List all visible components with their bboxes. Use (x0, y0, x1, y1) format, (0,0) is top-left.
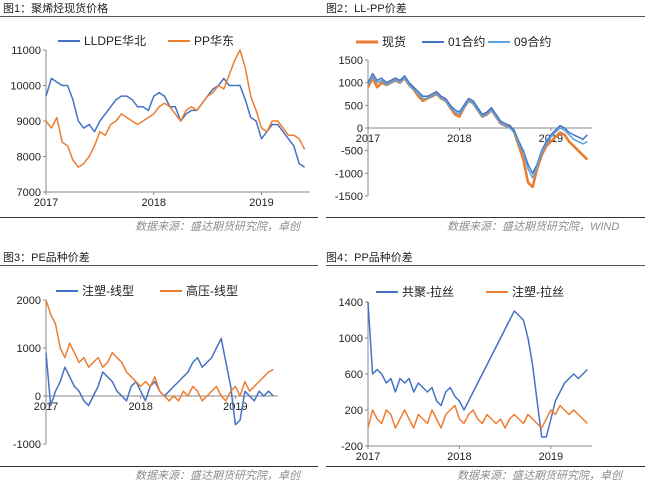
panel-2-legend-label-2: 09合约 (514, 34, 551, 49)
panel-2-xtick-label-0: 2017 (356, 133, 380, 145)
panel-4-xtick-label-1: 2018 (447, 451, 471, 463)
panel-3-legend-label-1: 高压-线型 (186, 283, 238, 298)
panel-3-bottom-border (0, 466, 318, 467)
panel-3-ytick-label-2: 1000 (17, 343, 41, 355)
panel-4-xtick-label-0: 2017 (356, 451, 380, 463)
panel-2-ytick-label-6: 1500 (339, 55, 363, 67)
panel-2-ytick-label-2: -500 (341, 146, 363, 158)
panel-1-ytick-label-0: 7000 (17, 187, 41, 199)
panel-3-legend-label-0: 注塑-线型 (82, 283, 134, 298)
panel-4-ytick-label-4: 1400 (339, 297, 363, 309)
panel-3-ytick-label-0: -1000 (13, 439, 41, 451)
panel-1-ytick-label-3: 10000 (10, 81, 41, 93)
panel-1-ytick-label-1: 8000 (17, 152, 41, 164)
panel-3-ytick-label-1: 0 (35, 391, 41, 403)
panel-1-legend-label-1: PP华东 (194, 34, 234, 48)
panel-2-legend-label-0: 现货 (382, 34, 406, 49)
panel-3-xtick-label-0: 2017 (34, 401, 58, 413)
panel-1-ytick-label-2: 9000 (17, 116, 41, 128)
panel-2-series-1-line (367, 72, 588, 175)
panel-4-legend-label-0: 共聚-拉丝 (402, 284, 454, 299)
panel-2-ytick-label-1: -1000 (335, 168, 363, 180)
panel-1-legend-label-0: LLDPE华北 (84, 34, 146, 48)
panel-3-source: 数据来源：盛达期货研究院，卓创 (135, 470, 300, 482)
panel-4-ytick-label-2: 600 (345, 369, 363, 381)
panel-2-source: 数据来源：盛达期货研究院，WIND (447, 221, 620, 233)
panel-4-series-1-line (367, 404, 588, 429)
panel-4-series-0-line (367, 301, 588, 438)
panel-1-series-0-line (45, 77, 306, 168)
panel-4-xtick-label-2: 2019 (539, 451, 563, 463)
panel-2-legend-label-1: 01合约 (448, 34, 485, 49)
panel-2-series-2-line (367, 75, 588, 179)
panel-1-series-1-line (45, 49, 306, 168)
panel-3-ytick-label-3: 2000 (17, 295, 41, 307)
panel-4-ytick-label-3: 1000 (339, 333, 363, 345)
panel-1-source: 数据来源：盛达期货研究院，卓创 (135, 221, 300, 233)
top-divider (0, 16, 645, 17)
panel-4-ytick-label-1: 200 (345, 405, 363, 417)
panel-2-ytick-label-3: 0 (357, 123, 363, 135)
panel-3-top-divider (0, 265, 318, 266)
panel-1-ytick-label-4: 11000 (11, 45, 41, 57)
panel-1-header: 图1：聚烯烃现货价格 (3, 3, 109, 15)
panel-4-legend-label-1: 注塑-拉丝 (512, 284, 564, 299)
panel-3-header: 图3：PE品种价差 (3, 252, 90, 264)
panel-2-header: 图2：LL-PP价差 (326, 3, 407, 15)
panel-3-xtick-label-1: 2018 (128, 401, 152, 413)
panel-2-ytick-label-5: 1000 (339, 78, 363, 90)
panel-1-xtick-label-1: 2018 (142, 197, 166, 209)
panel-4-top-divider (326, 265, 645, 266)
panel-1-xtick-label-2: 2019 (249, 197, 273, 209)
panel-2-bottom-border (326, 217, 645, 218)
panel-1-bottom-border (0, 217, 318, 218)
panel-4-header: 图4：PP品种价差 (326, 252, 413, 264)
panel-3-xtick-label-2: 2019 (223, 401, 247, 413)
panel-4-ytick-label-0: -200 (341, 441, 363, 453)
panel-4-bottom-border (326, 466, 645, 467)
panel-2-xtick-label-1: 2018 (447, 133, 471, 145)
panel-1-xtick-label-0: 2017 (34, 197, 58, 209)
panel-2-ytick-label-4: 500 (345, 100, 363, 112)
panel-4-source: 数据来源：盛达期货研究院，卓创 (457, 470, 622, 482)
panel-3-series-1-line (45, 299, 274, 402)
panel-2-ytick-label-0: -1500 (335, 191, 363, 203)
